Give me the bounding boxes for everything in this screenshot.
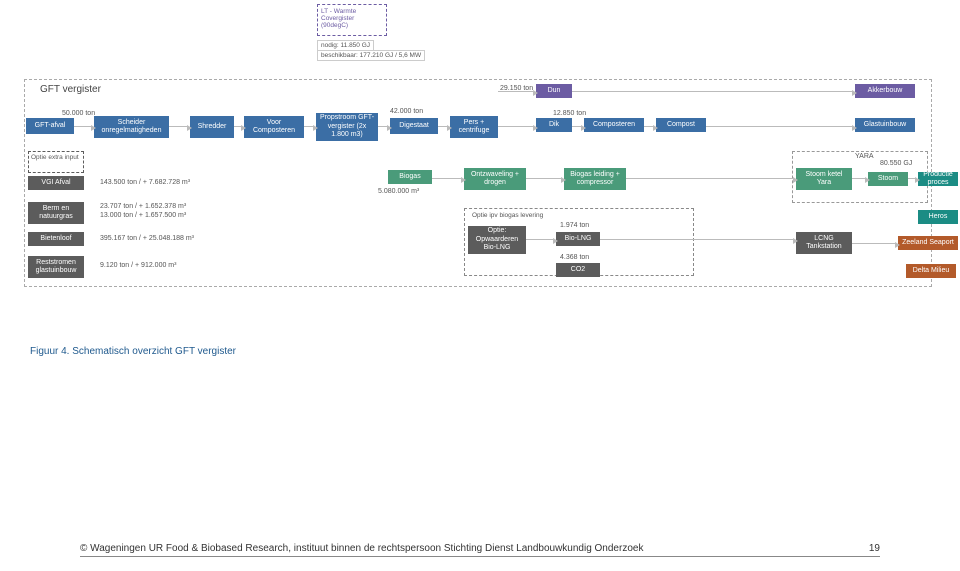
t1974: 1.974 ton xyxy=(560,222,589,229)
co2: CO2 xyxy=(556,263,600,277)
biet-val: 395.167 ton / + 25.048.188 m³ xyxy=(100,235,194,242)
leiding: Biogas leiding + compressor xyxy=(564,168,626,190)
berm-l2: 13.000 ton / + 1.657.500 m³ xyxy=(100,212,186,219)
arrow xyxy=(438,126,448,127)
arrow xyxy=(74,126,92,127)
footer-left: © Wageningen UR Food & Biobased Research… xyxy=(80,543,643,554)
dun: Dun xyxy=(536,84,572,98)
zs: Zeeland Seaport xyxy=(898,236,958,250)
footer: © Wageningen UR Food & Biobased Research… xyxy=(80,543,880,557)
t12850: 12.850 ton xyxy=(553,110,586,117)
opwaarderen: Optie: Opwaarderen Bio-LNG xyxy=(468,226,526,254)
arrow xyxy=(572,91,853,92)
berm-l1: 23.707 ton / + 1.652.378 m³ xyxy=(100,203,186,210)
compost: Compost xyxy=(656,118,706,132)
t50000: 50.000 ton xyxy=(62,110,95,117)
arrow xyxy=(626,178,794,179)
akker: Akkerbouw xyxy=(855,84,915,98)
prod: Productie proces xyxy=(918,172,958,186)
covergister-title: LT - Warmte Covergister (90degC) xyxy=(318,5,386,32)
berm: Berm en natuurgras xyxy=(28,202,84,224)
arrow xyxy=(432,178,462,179)
stoom: Stoom xyxy=(868,172,908,186)
arrow xyxy=(378,126,388,127)
bietenloof: Bietenloof xyxy=(28,232,84,246)
arrow xyxy=(526,178,562,179)
gft-afval: GFT-afval xyxy=(26,118,74,134)
footer-right: 19 xyxy=(869,543,880,554)
heros: Heros xyxy=(918,210,958,224)
arrow xyxy=(908,178,916,179)
optie-extra-box: Optie extra input xyxy=(28,151,84,173)
dik: Dik xyxy=(536,118,572,132)
dm: Delta Milieu xyxy=(906,264,956,278)
yara-title: YARA xyxy=(855,153,874,160)
arrow xyxy=(498,91,534,92)
arrow xyxy=(572,126,582,127)
cov-avail: beschikbaar: 177.210 GJ / 5,6 MW xyxy=(317,50,425,61)
fig-caption: Figuur 4. Schematisch overzicht GFT verg… xyxy=(30,346,236,357)
shredder: Shredder xyxy=(190,116,234,138)
scheider: Scheider onregelmatigheden xyxy=(94,116,169,138)
ipv-title: Optie ipv biogas levering xyxy=(472,212,543,219)
arrow xyxy=(234,126,242,127)
optie-extra: Optie extra input xyxy=(29,152,83,163)
digestaat: Digestaat xyxy=(390,118,438,134)
arrow xyxy=(526,239,554,240)
ontz: Ontzwaveling + drogen xyxy=(464,168,526,190)
arrow xyxy=(498,126,534,127)
glastuinbouw: Glastuinbouw xyxy=(855,118,915,132)
vgi-afval: VGI Afval xyxy=(28,176,84,190)
biogas-m3: 5.080.000 m³ xyxy=(378,188,419,195)
gj: 80.550 GJ xyxy=(880,160,912,167)
arrow xyxy=(600,239,794,240)
arrow xyxy=(304,126,314,127)
ketel: Stoom ketel Yara xyxy=(796,168,852,190)
main-title: GFT vergister xyxy=(40,84,101,95)
t42000: 42.000 ton xyxy=(390,108,423,115)
pers: Pers + centrifuge xyxy=(450,116,498,138)
composteren: Composteren xyxy=(584,118,644,132)
arrow xyxy=(644,126,654,127)
vgi-val: 143.500 ton / + 7.682.728 m³ xyxy=(100,179,190,186)
covergister-box: LT - Warmte Covergister (90degC) xyxy=(317,4,387,36)
voor: Voor Composteren xyxy=(244,116,304,138)
arrow xyxy=(852,243,896,244)
arrow xyxy=(852,178,866,179)
arrow xyxy=(169,126,188,127)
lcng: LCNG Tankstation xyxy=(796,232,852,254)
rest: Reststromen glastuinbouw xyxy=(28,256,84,278)
biogas: Biogas xyxy=(388,170,432,184)
biolng: Bio-LNG xyxy=(556,232,600,246)
rest-val: 9.120 ton / + 912.000 m³ xyxy=(100,262,176,269)
t4368: 4.368 ton xyxy=(560,254,589,261)
arrow xyxy=(706,126,853,127)
propstroom: Propstroom GFT-vergister (2x 1.800 m3) xyxy=(316,113,378,141)
